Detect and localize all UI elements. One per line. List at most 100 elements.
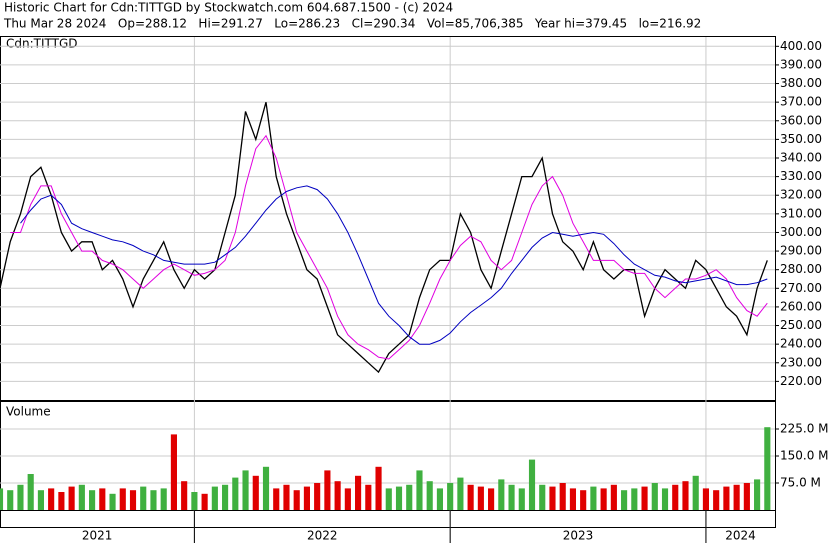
volume-bar xyxy=(426,481,433,510)
volume-bar xyxy=(661,488,669,510)
volume-bar xyxy=(395,486,403,510)
volume-bar xyxy=(201,493,208,510)
x-tick-label: 2023 xyxy=(563,529,594,543)
volume-bar xyxy=(68,486,75,510)
volume-bar xyxy=(7,490,14,510)
volume-bar xyxy=(692,475,699,510)
volume-bar xyxy=(559,483,566,510)
volume-bar xyxy=(334,481,341,510)
volume-bar xyxy=(78,484,85,510)
chart-title: Historic Chart for Cdn:TITTGD by Stockwa… xyxy=(4,1,453,15)
price-frame xyxy=(0,36,776,401)
volume-bar xyxy=(508,484,515,510)
y-tick-label: 260.00 xyxy=(780,299,822,313)
volume-bar xyxy=(672,484,679,510)
y2-tick-label: 150.0 M xyxy=(780,449,829,463)
price-line xyxy=(20,185,768,345)
volume-bar xyxy=(262,466,270,510)
volume-bar xyxy=(631,488,638,510)
price-line xyxy=(10,134,768,360)
volume-bar xyxy=(457,477,464,510)
y-tick-label: 400.00 xyxy=(780,39,822,53)
y-tick-label: 360.00 xyxy=(780,113,822,127)
volume-bar xyxy=(89,490,96,510)
volume-bar xyxy=(590,486,597,510)
volume-bar xyxy=(293,490,300,510)
volume-bar xyxy=(498,479,505,510)
volume-bar xyxy=(488,488,495,510)
y-tick-label: 380.00 xyxy=(780,76,822,90)
volume-bar xyxy=(48,488,55,510)
x-tick-label: 2024 xyxy=(725,529,756,543)
y2-tick-label: 75.0 M xyxy=(780,476,821,490)
volume-bar xyxy=(37,490,44,510)
volume-bar xyxy=(191,492,198,510)
y-tick-label: 240.00 xyxy=(780,337,822,351)
volume-bar xyxy=(447,483,454,510)
volume-bar xyxy=(651,483,658,510)
volume-bar xyxy=(0,488,4,510)
y-tick-label: 310.00 xyxy=(780,206,822,220)
volume-bar xyxy=(150,490,157,510)
volume-bar xyxy=(477,486,484,510)
volume-bar xyxy=(303,486,310,510)
volume-bar xyxy=(713,490,720,510)
volume-bar xyxy=(702,488,710,510)
volume-bar xyxy=(518,488,525,510)
volume-bar xyxy=(600,488,607,510)
volume-bar xyxy=(539,484,546,510)
y-tick-label: 290.00 xyxy=(780,244,822,258)
y-tick-label: 270.00 xyxy=(780,281,822,295)
y-tick-label: 350.00 xyxy=(780,132,822,146)
x-tick-label: 2021 xyxy=(82,529,113,543)
volume-bar xyxy=(641,486,648,510)
volume-bar xyxy=(27,474,34,510)
volume-bar xyxy=(211,486,218,510)
volume-bar xyxy=(99,488,106,510)
volume-bar xyxy=(242,470,249,510)
volume-bar xyxy=(743,483,750,510)
volume-bar xyxy=(140,486,147,510)
volume-bar xyxy=(610,484,617,510)
volume-bar xyxy=(385,488,392,510)
y-tick-label: 390.00 xyxy=(780,57,822,71)
volume-bar xyxy=(549,486,556,510)
volume-bar xyxy=(283,484,290,510)
price-line xyxy=(0,102,768,374)
y-tick-label: 340.00 xyxy=(780,151,822,165)
volume-bar xyxy=(58,492,65,510)
y-tick-label: 300.00 xyxy=(780,225,822,239)
y-tick-label: 320.00 xyxy=(780,188,822,202)
volume-bar xyxy=(344,488,351,510)
volume-bar xyxy=(528,459,536,510)
volume-bar xyxy=(436,488,444,510)
chart-subtitle: Thu Mar 28 2024 Op=288.12 Hi=291.27 Lo=2… xyxy=(3,17,701,31)
volume-bar xyxy=(416,470,423,510)
volume-bar xyxy=(733,484,740,510)
x-axis-frame xyxy=(0,510,776,528)
volume-bar xyxy=(119,488,126,510)
y2-tick-label: 225.0 M xyxy=(780,422,829,436)
volume-bar xyxy=(160,488,167,510)
volume-bar xyxy=(17,484,24,510)
volume-bar xyxy=(754,479,761,510)
y-tick-label: 220.00 xyxy=(780,374,822,388)
x-tick-label: 2022 xyxy=(307,529,338,543)
volume-bar xyxy=(764,427,771,510)
volume-bar xyxy=(109,493,116,510)
volume-bar xyxy=(232,477,239,510)
volume-bar xyxy=(682,481,689,510)
y-tick-label: 330.00 xyxy=(780,169,822,183)
volume-label: Volume xyxy=(6,405,51,419)
volume-bar xyxy=(252,475,259,510)
volume-bar xyxy=(324,470,331,510)
y-tick-label: 280.00 xyxy=(780,262,822,276)
volume-bar xyxy=(375,466,382,510)
y-tick-label: 230.00 xyxy=(780,355,822,369)
volume-bar xyxy=(621,490,628,510)
volume-bar xyxy=(580,490,587,510)
volume-bar xyxy=(181,481,188,510)
symbol-label: Cdn:TITTGD xyxy=(6,37,78,51)
volume-bar xyxy=(723,486,730,510)
